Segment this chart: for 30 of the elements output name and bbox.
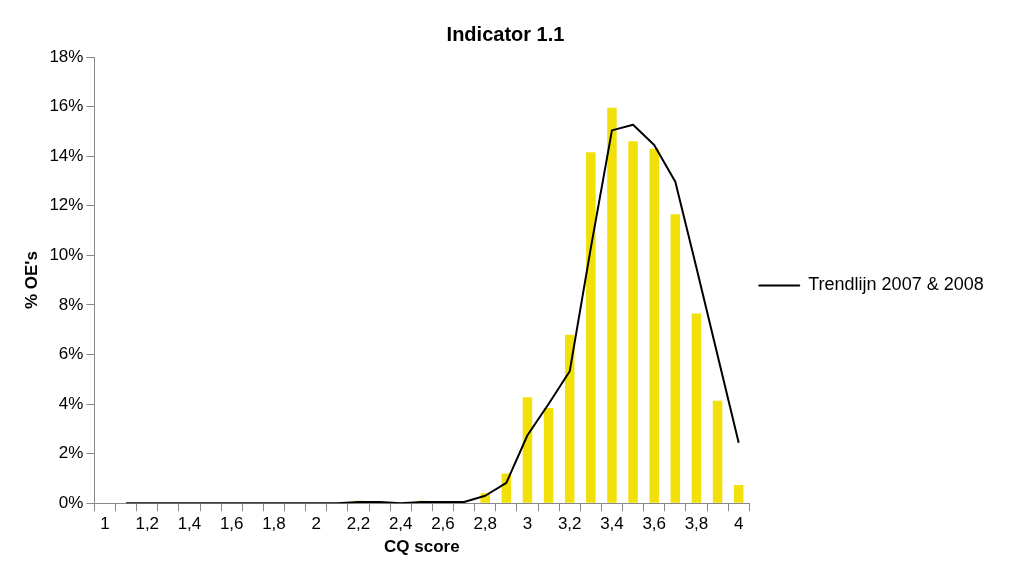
- x-tick-label: 3,8: [684, 514, 709, 534]
- y-tick-label: 16%: [49, 96, 84, 116]
- x-tick-label: 3: [522, 514, 533, 534]
- y-tick-label: 2%: [58, 443, 84, 463]
- y-tick-label: 6%: [58, 344, 84, 364]
- legend-label: Trendlijn 2007 & 2008: [808, 274, 984, 295]
- y-tick-label: 8%: [58, 294, 84, 314]
- y-tick-label: 4%: [58, 393, 84, 413]
- x-tick-label: 3,4: [600, 514, 624, 534]
- x-tick-label: 2,2: [346, 514, 371, 534]
- x-tick-label: 3,2: [557, 514, 582, 534]
- x-tick-label: 1,8: [262, 514, 286, 534]
- x-tick-label: 1: [100, 514, 110, 534]
- x-tick-label: 1,2: [135, 514, 160, 534]
- x-axis-title: CQ score: [384, 537, 460, 557]
- y-tick-label: 14%: [49, 145, 84, 165]
- x-tick-label: 2,8: [473, 514, 498, 534]
- x-tick-label: 1,6: [219, 514, 244, 534]
- x-tick-label: 4: [733, 514, 744, 534]
- x-tick-label: 2,4: [388, 514, 413, 534]
- x-tick-label: 2,6: [431, 514, 455, 534]
- y-axis-title: % OE's: [21, 251, 41, 310]
- x-tick-label: 2: [311, 514, 321, 534]
- x-tick-label: 3,6: [642, 514, 667, 534]
- x-tick-label: 1,4: [177, 514, 202, 534]
- y-tick-label: 0%: [58, 492, 84, 512]
- y-tick-label: 10%: [49, 245, 84, 264]
- y-tick-label: 12%: [49, 195, 84, 215]
- chart-title: Indicator 1.1: [446, 22, 565, 45]
- y-tick-label: 18%: [49, 46, 84, 66]
